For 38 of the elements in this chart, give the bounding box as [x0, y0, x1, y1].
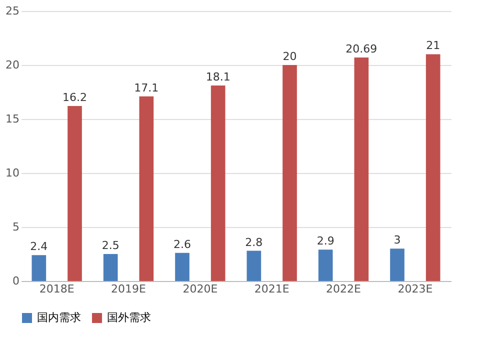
x-tick-label: 2019E	[111, 282, 146, 296]
x-tick-label: 2018E	[39, 282, 74, 296]
y-tick-label: 15	[6, 112, 20, 126]
bar	[139, 96, 154, 281]
y-tick-label: 20	[6, 58, 20, 72]
data-label: 2.5	[102, 239, 120, 252]
bar	[103, 254, 118, 281]
bar	[210, 86, 226, 281]
data-label: 3	[394, 234, 401, 247]
legend-label: 国外需求	[107, 311, 151, 324]
x-tick-label: 2021E	[254, 282, 290, 296]
bar	[68, 106, 82, 281]
data-label: 18.1	[206, 70, 230, 84]
bar	[318, 250, 333, 281]
data-label: 21	[426, 39, 440, 52]
bar	[32, 255, 46, 281]
data-label: 2.8	[245, 236, 263, 249]
data-label: 20	[282, 50, 297, 63]
y-tick-label: 0	[12, 274, 20, 288]
y-tick-label: 5	[12, 220, 20, 234]
data-label: 2.6	[174, 238, 191, 251]
x-tick-label: 2022E	[326, 282, 362, 296]
bar	[282, 65, 297, 281]
bar	[246, 250, 262, 281]
y-tick-label: 10	[6, 166, 20, 180]
bar	[354, 58, 369, 281]
bar	[390, 248, 404, 281]
data-label: 17.1	[134, 81, 159, 94]
data-label: 2.9	[316, 234, 334, 248]
data-label: 2.4	[30, 240, 48, 254]
y-tick-label: 25	[6, 4, 20, 18]
bar	[426, 54, 440, 281]
x-tick-label: 2023E	[398, 282, 433, 296]
bar	[175, 252, 190, 281]
data-label: 20.69	[346, 42, 378, 56]
data-label: 16.2	[62, 91, 87, 104]
x-tick-label: 2020E	[182, 282, 218, 296]
legend-label: 国内需求	[37, 311, 81, 324]
